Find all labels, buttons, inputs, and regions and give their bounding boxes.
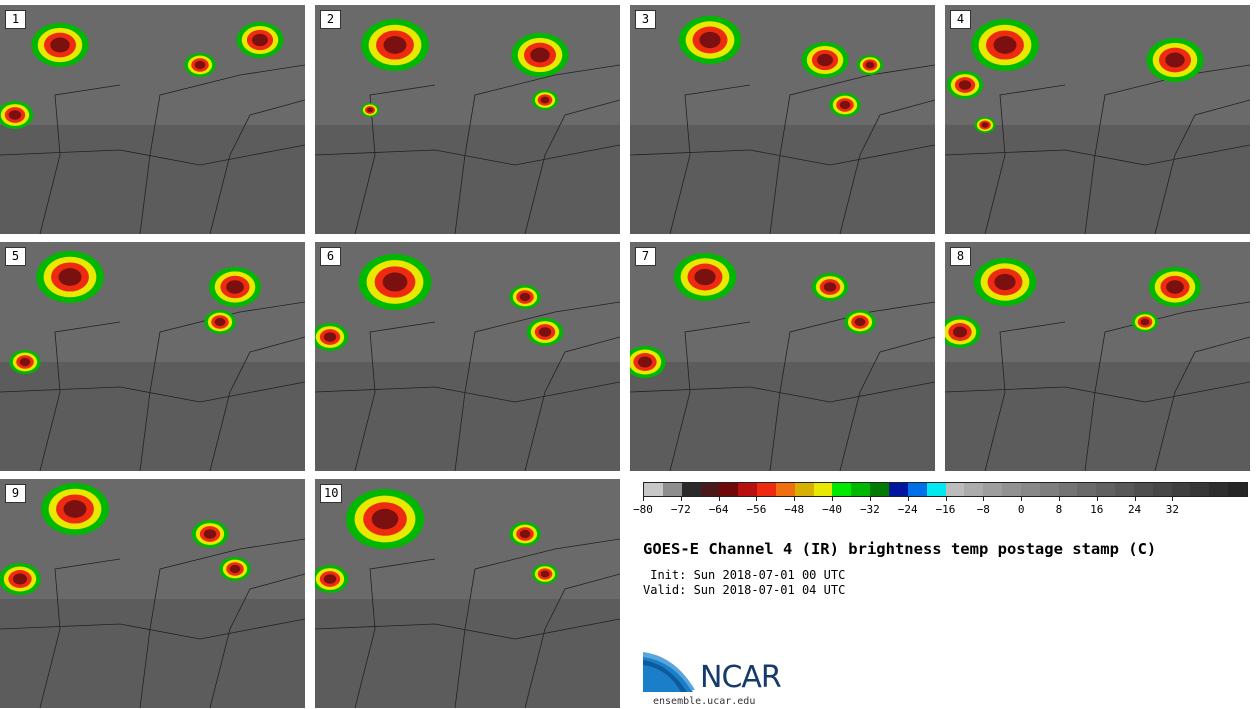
colorbar-tick-label: −80 bbox=[633, 503, 653, 516]
ir-satellite-map bbox=[630, 242, 935, 471]
ir-satellite-map bbox=[0, 5, 305, 234]
colorbar-segment bbox=[1096, 483, 1116, 496]
colorbar-tick-label: −40 bbox=[822, 503, 842, 516]
colorbar-tick-label: 0 bbox=[1017, 503, 1025, 516]
postage-stamp-panel: 8 bbox=[945, 242, 1250, 471]
colorbar-segment bbox=[1152, 483, 1172, 496]
colorbar-segment bbox=[983, 483, 1003, 496]
postage-stamp-panel: 2 bbox=[315, 5, 620, 234]
colorbar-segment bbox=[794, 483, 814, 496]
member-number-label: 1 bbox=[5, 10, 26, 29]
colorbar-tick-label: −64 bbox=[708, 503, 729, 516]
postage-stamp-panel: 9 bbox=[0, 479, 305, 708]
colorbar-segment bbox=[662, 483, 682, 496]
postage-stamp-panel: 1 bbox=[0, 5, 305, 234]
colorbar-tick-label: 32 bbox=[1165, 503, 1179, 516]
colorbar-segment bbox=[926, 483, 946, 496]
colorbar-segment bbox=[813, 483, 833, 496]
colorbar-segment bbox=[851, 483, 871, 496]
colorbar-tick-label: 16 bbox=[1090, 503, 1104, 516]
colorbar-segment bbox=[1133, 483, 1153, 496]
colorbar-segment bbox=[1228, 483, 1247, 496]
colorbar-tick-label: −48 bbox=[784, 503, 805, 516]
member-number-label: 4 bbox=[950, 10, 971, 29]
postage-stamp-panel: 6 bbox=[315, 242, 620, 471]
colorbar-tick-label: 8 bbox=[1055, 503, 1063, 516]
colorbar-ticks: −80 −72 −64 −56 −48 −40 −32 −24 −16 −8 0 8 16 24 32 bbox=[633, 497, 1248, 519]
colorbar-segment bbox=[1039, 483, 1059, 496]
colorbar-segment bbox=[719, 483, 739, 496]
member-number-label: 7 bbox=[635, 247, 656, 266]
member-number-label: 2 bbox=[320, 10, 341, 29]
colorbar-segment bbox=[1115, 483, 1134, 496]
colorbar-tick-label: −24 bbox=[897, 503, 918, 516]
member-number-label: 9 bbox=[5, 484, 26, 503]
colorbar-segment bbox=[1190, 483, 1210, 496]
colorbar-segment bbox=[681, 483, 701, 496]
member-number-label: 3 bbox=[635, 10, 656, 29]
colorbar-segment bbox=[1020, 483, 1040, 496]
postage-stamp-panel: 3 bbox=[630, 5, 935, 234]
member-number-label: 10 bbox=[320, 484, 343, 503]
ir-satellite-map bbox=[315, 479, 620, 708]
colorbar-tick-label: −16 bbox=[935, 503, 956, 516]
member-number-label: 5 bbox=[5, 247, 26, 266]
colorbar-segment bbox=[1077, 483, 1097, 496]
colorbar-segment bbox=[1209, 483, 1229, 496]
colorbar-tick-label: 24 bbox=[1127, 503, 1142, 516]
colorbar-segment bbox=[738, 483, 758, 496]
ir-satellite-map bbox=[0, 242, 305, 471]
init-time: Init: Sun 2018-07-01 00 UTC bbox=[643, 568, 846, 582]
postage-stamp-panel: 4 bbox=[945, 5, 1250, 234]
colorbar-segment bbox=[1171, 483, 1191, 496]
ir-satellite-map bbox=[630, 5, 935, 234]
colorbar-segment bbox=[964, 483, 984, 496]
colorbar-tick-label: −8 bbox=[976, 503, 990, 516]
colorbar-segment bbox=[870, 483, 889, 496]
colorbar-segment bbox=[775, 483, 795, 496]
colorbar bbox=[643, 482, 1248, 497]
ncar-logo-icon bbox=[643, 652, 695, 692]
colorbar-segment bbox=[700, 483, 720, 496]
ir-satellite-map bbox=[0, 479, 305, 708]
colorbar-segment bbox=[832, 483, 852, 496]
colorbar-segment bbox=[644, 483, 663, 496]
member-number-label: 6 bbox=[320, 247, 341, 266]
colorbar-tick-label: −56 bbox=[746, 503, 767, 516]
colorbar-tick-label: −72 bbox=[670, 503, 691, 516]
colorbar-segment bbox=[888, 483, 908, 496]
colorbar-segment bbox=[1058, 483, 1078, 496]
colorbar-tick-label: −32 bbox=[859, 503, 880, 516]
figure-title: GOES-E Channel 4 (IR) brightness temp po… bbox=[643, 540, 1157, 558]
colorbar-segment bbox=[1002, 483, 1021, 496]
postage-stamp-panel: 10 bbox=[315, 479, 620, 708]
ir-satellite-map bbox=[315, 5, 620, 234]
colorbar-segment bbox=[757, 483, 776, 496]
logo-wordmark: NCAR bbox=[700, 660, 782, 695]
ir-satellite-map bbox=[315, 242, 620, 471]
site-url[interactable]: ensemble.ucar.edu bbox=[653, 696, 756, 707]
valid-time: Valid: Sun 2018-07-01 04 UTC bbox=[643, 583, 846, 597]
ir-satellite-map bbox=[945, 242, 1250, 471]
ir-satellite-map bbox=[945, 5, 1250, 234]
postage-stamp-panel: 7 bbox=[630, 242, 935, 471]
member-number-label: 8 bbox=[950, 247, 971, 266]
colorbar-segment bbox=[907, 483, 927, 496]
postage-stamp-panel: 5 bbox=[0, 242, 305, 471]
colorbar-segment bbox=[945, 483, 965, 496]
